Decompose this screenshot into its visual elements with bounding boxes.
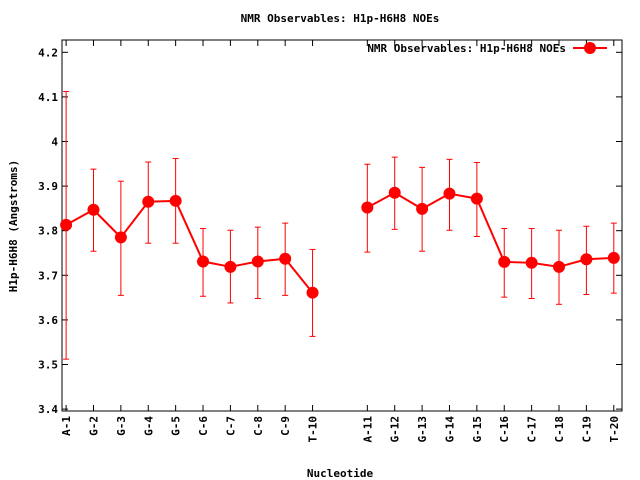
x-tick-label: C-8 [252, 416, 265, 436]
data-point [114, 231, 127, 244]
legend-marker-sample [584, 42, 596, 54]
data-point [498, 255, 511, 268]
x-tick-label: C-6 [197, 416, 210, 436]
data-point [279, 252, 292, 265]
x-tick-label: G-4 [142, 416, 155, 436]
data-point [553, 260, 566, 273]
data-point [388, 186, 401, 199]
data-point [443, 187, 456, 200]
x-tick-label: G-14 [443, 416, 456, 443]
y-tick-label: 4.2 [38, 46, 58, 59]
x-tick-label: C-7 [224, 416, 237, 436]
x-tick-label: C-16 [498, 416, 511, 443]
y-tick-label: 3.5 [38, 359, 58, 372]
x-tick-label: C-17 [526, 416, 539, 443]
x-tick-label: G-12 [389, 416, 402, 443]
series-line-segment [174, 200, 204, 262]
series-line-segment [120, 201, 150, 238]
series-line-segment [92, 209, 122, 239]
data-point [306, 286, 319, 299]
x-tick-label: G-2 [87, 416, 100, 436]
data-point [224, 260, 237, 273]
data-point [142, 195, 155, 208]
x-tick-label: A-1 [60, 416, 73, 436]
x-tick-label: T-20 [608, 416, 621, 443]
y-tick-label: 4.1 [38, 91, 58, 104]
legend: NMR Observables: H1p-H6H8 NOEs [367, 42, 607, 55]
data-point [197, 255, 210, 268]
data-point [169, 194, 182, 207]
y-tick-label: 4 [51, 136, 58, 149]
x-tick-label: C-19 [580, 416, 593, 443]
legend-label: NMR Observables: H1p-H6H8 NOEs [367, 42, 566, 55]
y-tick-label: 3.8 [38, 225, 58, 238]
x-tick-label: G-3 [115, 416, 128, 436]
x-tick-label: C-9 [279, 416, 292, 436]
data-point [361, 201, 374, 214]
plot-border [61, 39, 623, 412]
series-line-segment [475, 198, 506, 263]
data-point [607, 251, 620, 264]
x-tick-label: G-15 [471, 416, 484, 443]
data-point [580, 253, 593, 266]
chart-title: NMR Observables: H1p-H6H8 NOEs [241, 12, 440, 25]
x-tick-label: T-10 [307, 416, 320, 443]
data-point [470, 192, 483, 205]
data-point [251, 255, 264, 268]
x-tick-label: G-5 [170, 416, 183, 436]
data-point [60, 218, 73, 231]
x-tick-label: G-13 [416, 416, 429, 443]
y-tick-label: 3.6 [38, 314, 58, 327]
y-tick-label: 3.4 [38, 403, 58, 416]
data-point [87, 203, 100, 216]
y-axis-label: H1p-H6H8 (Angstroms) [7, 160, 20, 292]
y-tick-label: 3.7 [38, 269, 58, 282]
x-tick-label: A-11 [361, 416, 374, 443]
data-point [416, 202, 429, 215]
x-axis-label: Nucleotide [307, 467, 374, 480]
data-point [525, 256, 538, 269]
y-tick-label: 3.9 [38, 180, 58, 193]
series-line-segment [284, 258, 314, 294]
x-tick-label: C-18 [553, 416, 566, 443]
